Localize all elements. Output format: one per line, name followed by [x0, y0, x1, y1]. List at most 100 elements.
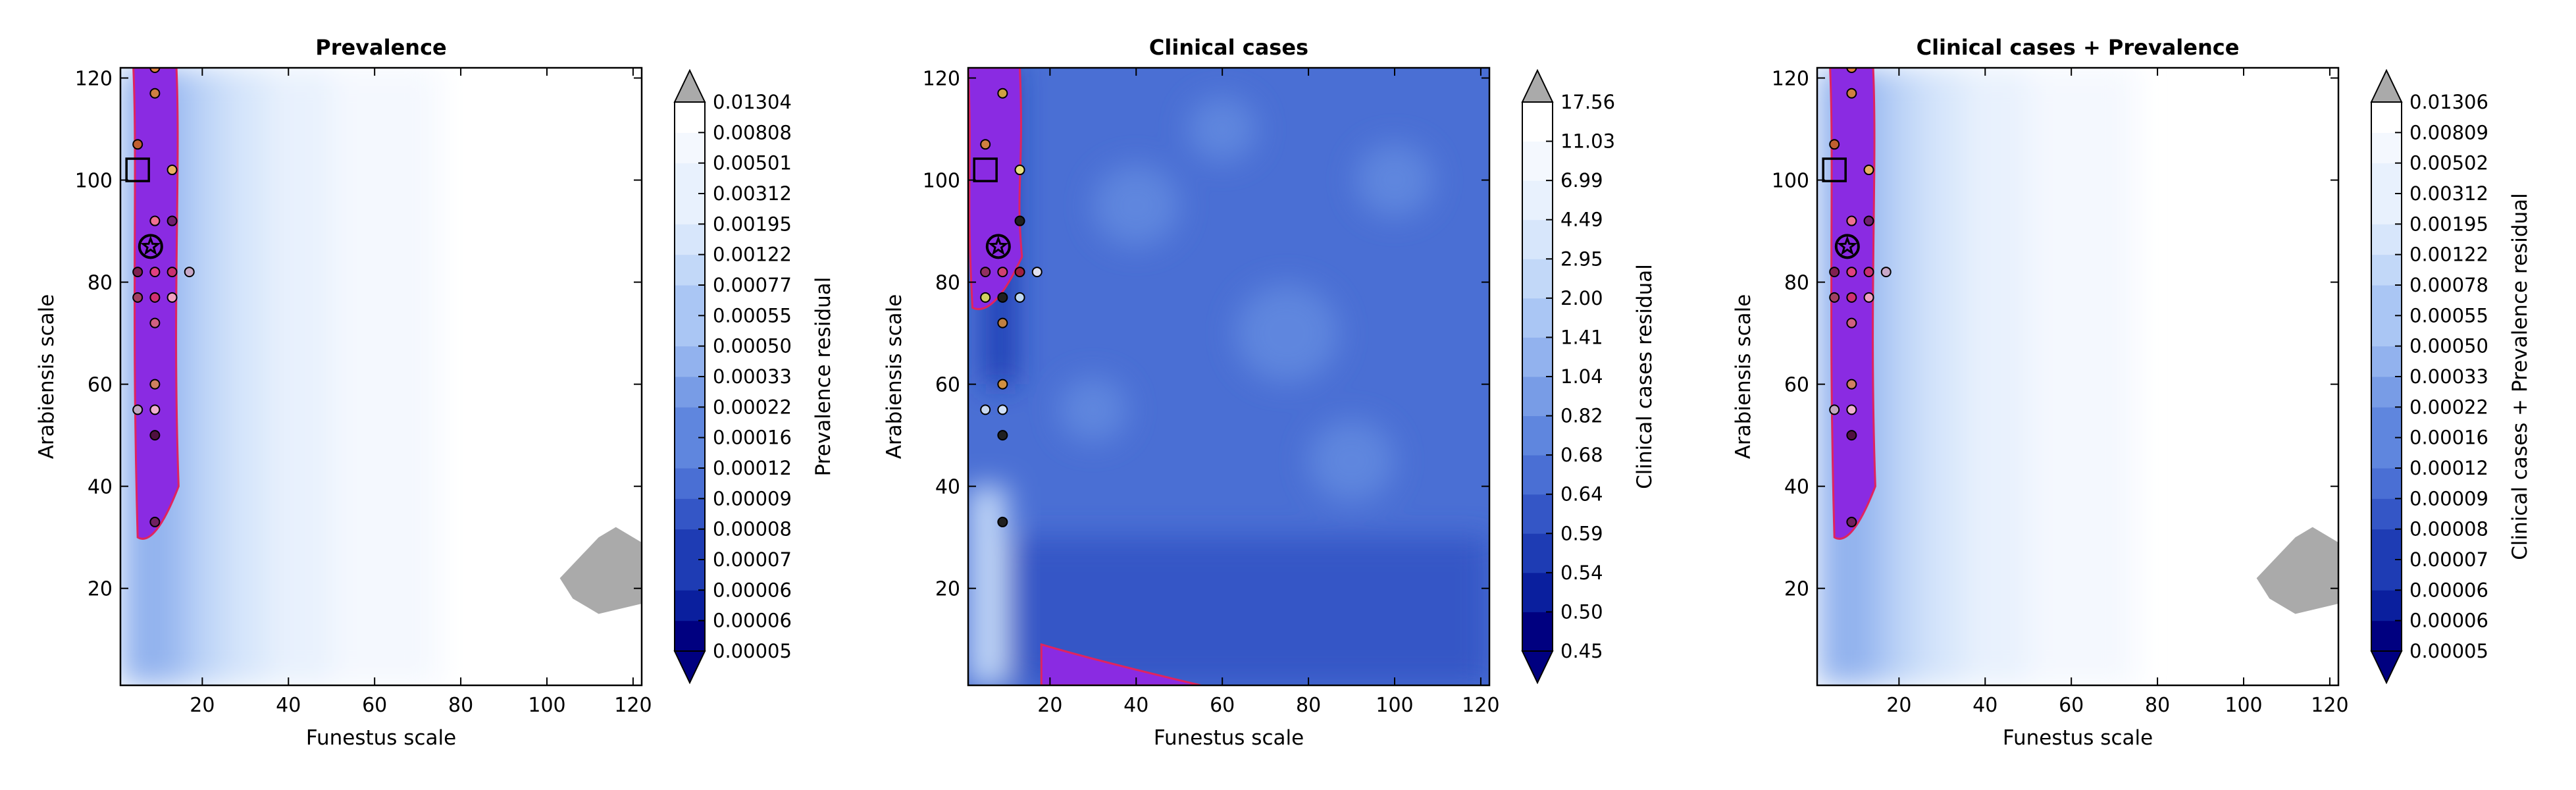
colorbar-tick-label: 0.00008: [2409, 518, 2488, 540]
y-tick-label: 120: [923, 68, 960, 91]
x-tick-label: 80: [448, 694, 473, 717]
sample-point: [997, 379, 1008, 390]
plot-area: [968, 68, 1489, 685]
colorbar-tick-label: 0.45: [1560, 640, 1603, 662]
colorbar-tick-label: 0.00033: [2409, 365, 2488, 388]
colorbar-segment: [675, 102, 705, 133]
x-axis-label: Funestus scale: [2003, 726, 2153, 750]
colorbar-segment: [675, 437, 705, 469]
x-tick-label: 40: [1972, 694, 1997, 717]
y-tick-label: 100: [75, 170, 113, 193]
colorbar-segment: [1522, 377, 1553, 417]
sample-point: [997, 404, 1008, 415]
colorbar-segment: [675, 560, 705, 591]
sample-point: [149, 317, 161, 329]
y-axis-label: Arabiensis scale: [883, 294, 906, 460]
colorbar: 0.00005 0.00006 0.00006 0.00007 0.00008 0.000…: [2370, 68, 2532, 685]
chart-title: Clinical cases: [1149, 35, 1308, 60]
colorbar-segment: [2371, 132, 2402, 164]
colorbar-tick-label: 0.59: [1560, 522, 1603, 544]
sample-point: [1014, 165, 1025, 176]
colorbar-segment: [1522, 180, 1553, 221]
sample-point: [149, 516, 161, 527]
sample-point: [149, 267, 161, 278]
colorbar-segment: [1522, 612, 1553, 652]
colorbar-segment: [2371, 163, 2402, 194]
x-tick-label: 40: [276, 694, 301, 717]
colorbar-tick-label: 0.00050: [713, 335, 792, 357]
colorbar-tick-label: 1.04: [1560, 365, 1603, 388]
colorbar-tick-label: 0.00195: [713, 213, 792, 235]
sample-point: [1863, 267, 1874, 278]
colorbar-segment: [675, 254, 705, 286]
colorbar-segment: [675, 620, 705, 652]
colorbar-tick-label: 0.00005: [713, 640, 792, 662]
axes-frame: [119, 66, 643, 687]
colorbar-tick-label: 0.00009: [713, 487, 792, 510]
sample-point: [1846, 292, 1857, 303]
y-tick-label: 120: [75, 68, 113, 91]
sample-point: [1829, 292, 1840, 303]
y-tick-label: 60: [88, 374, 113, 397]
colorbar-segment: [675, 315, 705, 347]
colorbar-tick-label: 0.00006: [2409, 579, 2488, 601]
sample-point: [1829, 139, 1840, 150]
colorbar-tick-label: 4.49: [1560, 209, 1603, 231]
lowest-region: [968, 68, 1023, 310]
colorbar-segment: [2371, 285, 2402, 316]
sample-point: [1846, 68, 1857, 73]
chart-title: Prevalence: [315, 35, 447, 60]
colorbar-segment: [675, 407, 705, 438]
y-tick-label: 120: [1772, 68, 1809, 91]
best-fit-star: [140, 235, 161, 255]
colorbar-extend-max: [673, 68, 706, 103]
colorbar-segment: [2371, 224, 2402, 255]
sample-point: [149, 88, 161, 99]
plot-area: [1817, 68, 2338, 685]
colorbar-segment: [675, 377, 705, 408]
colorbar-segment: [2371, 498, 2402, 530]
axes-frame: [1816, 66, 2340, 687]
best-fit-marker: [985, 234, 1011, 259]
x-tick-label: 80: [1296, 694, 1321, 717]
sample-point: [997, 516, 1008, 527]
sample-point: [1846, 516, 1857, 527]
x-tick-label: 100: [2225, 694, 2262, 717]
masked-region: [2256, 527, 2338, 614]
colorbar-tick-label: 0.00008: [713, 518, 792, 540]
colorbar-tick-label: 0.64: [1560, 483, 1603, 506]
sample-point: [149, 68, 161, 73]
sample-point: [1846, 215, 1857, 226]
colorbar-segment: [1522, 298, 1553, 338]
sample-points: [1829, 68, 1892, 527]
colorbar-tick-label: 0.00195: [2409, 213, 2488, 235]
colorbar-tick-label: 0.82: [1560, 405, 1603, 427]
sample-point: [149, 379, 161, 390]
sample-point: [167, 215, 178, 226]
colorbar-tick-label: 0.00077: [713, 274, 792, 296]
colorbar-tick-label: 0.00007: [713, 548, 792, 571]
colorbar-tick-label: 0.00012: [713, 457, 792, 479]
colorbar-tick-label: 0.00016: [713, 427, 792, 449]
colorbar-segment: [675, 590, 705, 621]
sample-point: [980, 404, 991, 415]
x-axis-label: Funestus scale: [306, 726, 456, 750]
sample-point: [980, 139, 991, 150]
colorbar-tick-label: 0.00006: [713, 579, 792, 601]
colorbar: 0.45 0.50 0.54 0.59 0.64 0.68 0.82 1.04 1.41 2.00…: [1521, 68, 1657, 685]
y-tick-label: 40: [935, 476, 960, 499]
sample-point: [1846, 317, 1857, 329]
colorbar-tick-label: 0.00078: [2409, 274, 2488, 296]
sample-point: [167, 267, 178, 278]
colorbar-tick-label: 0.00050: [2409, 335, 2488, 357]
sample-point: [1846, 404, 1857, 415]
colorbar-tick-label: 0.00055: [713, 304, 792, 327]
colorbar-segment: [675, 529, 705, 560]
sample-point: [997, 430, 1008, 441]
colorbar-tick-label: 0.00501: [713, 152, 792, 174]
colorbar-segment: [2371, 590, 2402, 621]
colorbar-segment: [1522, 494, 1553, 534]
colorbar-segment: [675, 346, 705, 377]
sample-point: [1846, 379, 1857, 390]
colorbar-segment: [1522, 415, 1553, 456]
